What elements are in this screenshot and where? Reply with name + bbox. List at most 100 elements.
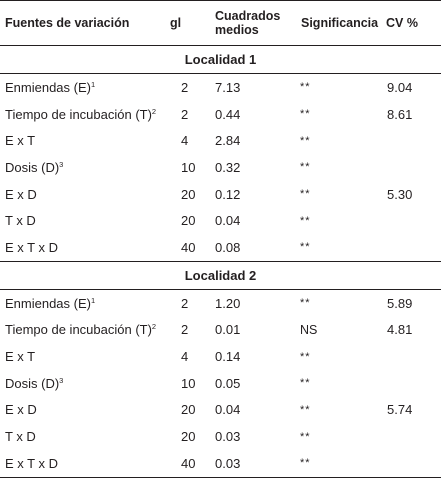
cell-gl: 40: [166, 449, 212, 478]
footnote-marker: 2: [151, 322, 157, 332]
header-row: Fuentes de variación gl Cuadrados medios…: [0, 0, 441, 46]
cell-source: T x D: [0, 423, 166, 450]
cell-source: Tiempo de incubación (T)2: [0, 317, 166, 344]
source-label: E x T x D: [5, 239, 58, 255]
cell-source: Dosis (D)3: [0, 154, 166, 181]
cell-cv: 9.04: [387, 79, 413, 95]
cell-cv: [383, 154, 441, 181]
cell-significancia: **: [300, 297, 311, 310]
table-row: E x D 20 0.12 ** 5.30: [0, 181, 441, 208]
source-label: E x T x D: [5, 455, 58, 471]
cell-significancia: **: [300, 403, 311, 416]
header-cuadrados-medios: Cuadrados medios: [212, 0, 296, 46]
cell-cv: 8.61: [387, 106, 413, 122]
table-row: Dosis (D)3 10 0.05 **: [0, 370, 441, 397]
source-label: Dosis (D): [5, 375, 60, 391]
table-row: Dosis (D)3 10 0.32 **: [0, 154, 441, 181]
cell-gl: 20: [181, 186, 196, 202]
cell-source: E x T x D: [0, 234, 166, 261]
cell-cuadrados-medios: 1.20: [215, 295, 241, 311]
cell-source: E x T x D: [0, 449, 166, 478]
cell-significancia: **: [300, 188, 311, 201]
cell-source: E x T: [0, 127, 166, 154]
source-label: Tiempo de incubación (T): [5, 106, 152, 122]
cell-source: T x D: [0, 207, 166, 234]
cell-gl: 2: [181, 79, 189, 95]
header-gl: gl: [166, 0, 212, 46]
header-fuentes: Fuentes de variación: [0, 0, 166, 46]
section-header-row: Localidad 2: [0, 260, 441, 290]
cell-cv: 5.89: [387, 295, 413, 311]
cell-cv: 5.30: [387, 186, 413, 202]
section-title: Localidad 1: [0, 45, 441, 74]
cell-significancia: **: [300, 161, 311, 174]
table-row: E x T x D 40 0.08 **: [0, 234, 441, 261]
cell-significancia: **: [300, 241, 311, 254]
cell-significancia: **: [300, 377, 311, 390]
source-label: T x D: [5, 429, 36, 445]
cell-cv: [383, 127, 441, 154]
cell-gl: 2: [181, 295, 189, 311]
cell-cv: [383, 449, 441, 478]
section-header-row: Localidad 1: [0, 45, 441, 74]
cell-significancia: **: [300, 350, 311, 363]
cell-significancia: **: [300, 81, 311, 94]
cell-gl: 2: [181, 106, 189, 122]
cell-significancia: **: [300, 214, 311, 227]
cell-gl: 20: [181, 213, 196, 229]
table-row: Enmiendas (E)1 2 7.13 ** 9.04: [0, 74, 441, 101]
table-header: Fuentes de variación gl Cuadrados medios…: [0, 0, 441, 46]
cell-significancia: **: [300, 430, 311, 443]
source-label: E x T: [5, 133, 36, 149]
cell-significancia: **: [300, 134, 311, 147]
cell-gl: 40: [181, 239, 196, 255]
cell-cuadrados-medios: 0.32: [215, 159, 241, 175]
cell-significancia: NS: [300, 322, 318, 337]
cell-source: E x D: [0, 397, 166, 424]
table-body: Localidad 1 Enmiendas (E)1 2 7.13 ** 9.04 Tiem…: [0, 45, 441, 478]
cell-source: Tiempo de incubación (T)2: [0, 101, 166, 128]
cell-cuadrados-medios: 7.13: [215, 79, 241, 95]
footnote-marker: 3: [59, 375, 64, 385]
footnote-marker: 1: [90, 79, 96, 89]
cell-significancia: **: [296, 449, 383, 478]
header-cv: CV %: [383, 0, 441, 46]
footnote-marker: 1: [90, 295, 96, 305]
cell-cv: 4.81: [387, 322, 413, 338]
header-significancia: Significancia: [296, 0, 383, 46]
table-row: T x D 20 0.04 **: [0, 207, 441, 234]
cell-cuadrados-medios: 0.03: [212, 449, 296, 478]
cell-gl: 20: [181, 402, 196, 418]
source-label: Enmiendas (E): [5, 295, 91, 311]
cell-cuadrados-medios: 0.04: [215, 402, 241, 418]
table-row: E x D 20 0.04 ** 5.74: [0, 397, 441, 424]
cell-gl: 10: [181, 375, 196, 391]
cell-cuadrados-medios: 0.14: [215, 349, 241, 365]
table-row: E x T 4 2.84 **: [0, 127, 441, 154]
source-label: E x T: [5, 349, 36, 365]
cell-cuadrados-medios: 0.01: [215, 322, 241, 338]
cell-significancia: **: [300, 108, 311, 121]
cell-cuadrados-medios: 0.08: [215, 239, 241, 255]
footnote-marker: 2: [151, 106, 157, 116]
cell-cuadrados-medios: 0.03: [215, 429, 241, 445]
cell-gl: 10: [181, 159, 196, 175]
cell-gl: 20: [181, 429, 196, 445]
cell-cuadrados-medios: 0.04: [215, 213, 241, 229]
section-title: Localidad 2: [0, 260, 441, 290]
source-label: E x D: [5, 402, 37, 418]
cell-cuadrados-medios: 0.12: [215, 186, 241, 202]
cell-source: Enmiendas (E)1: [0, 74, 166, 101]
cell-cv: [383, 370, 441, 397]
table-row: T x D 20 0.03 **: [0, 423, 441, 450]
table-row: E x T x D 40 0.03 **: [0, 449, 441, 478]
cell-cv: [383, 207, 441, 234]
source-label: Tiempo de incubación (T): [5, 322, 152, 338]
source-label: Dosis (D): [5, 159, 60, 175]
footnote-marker: 3: [59, 159, 64, 169]
cell-cv: [383, 234, 441, 261]
table-row: Tiempo de incubación (T)2 2 0.44 ** 8.61: [0, 101, 441, 128]
source-label: T x D: [5, 213, 36, 229]
